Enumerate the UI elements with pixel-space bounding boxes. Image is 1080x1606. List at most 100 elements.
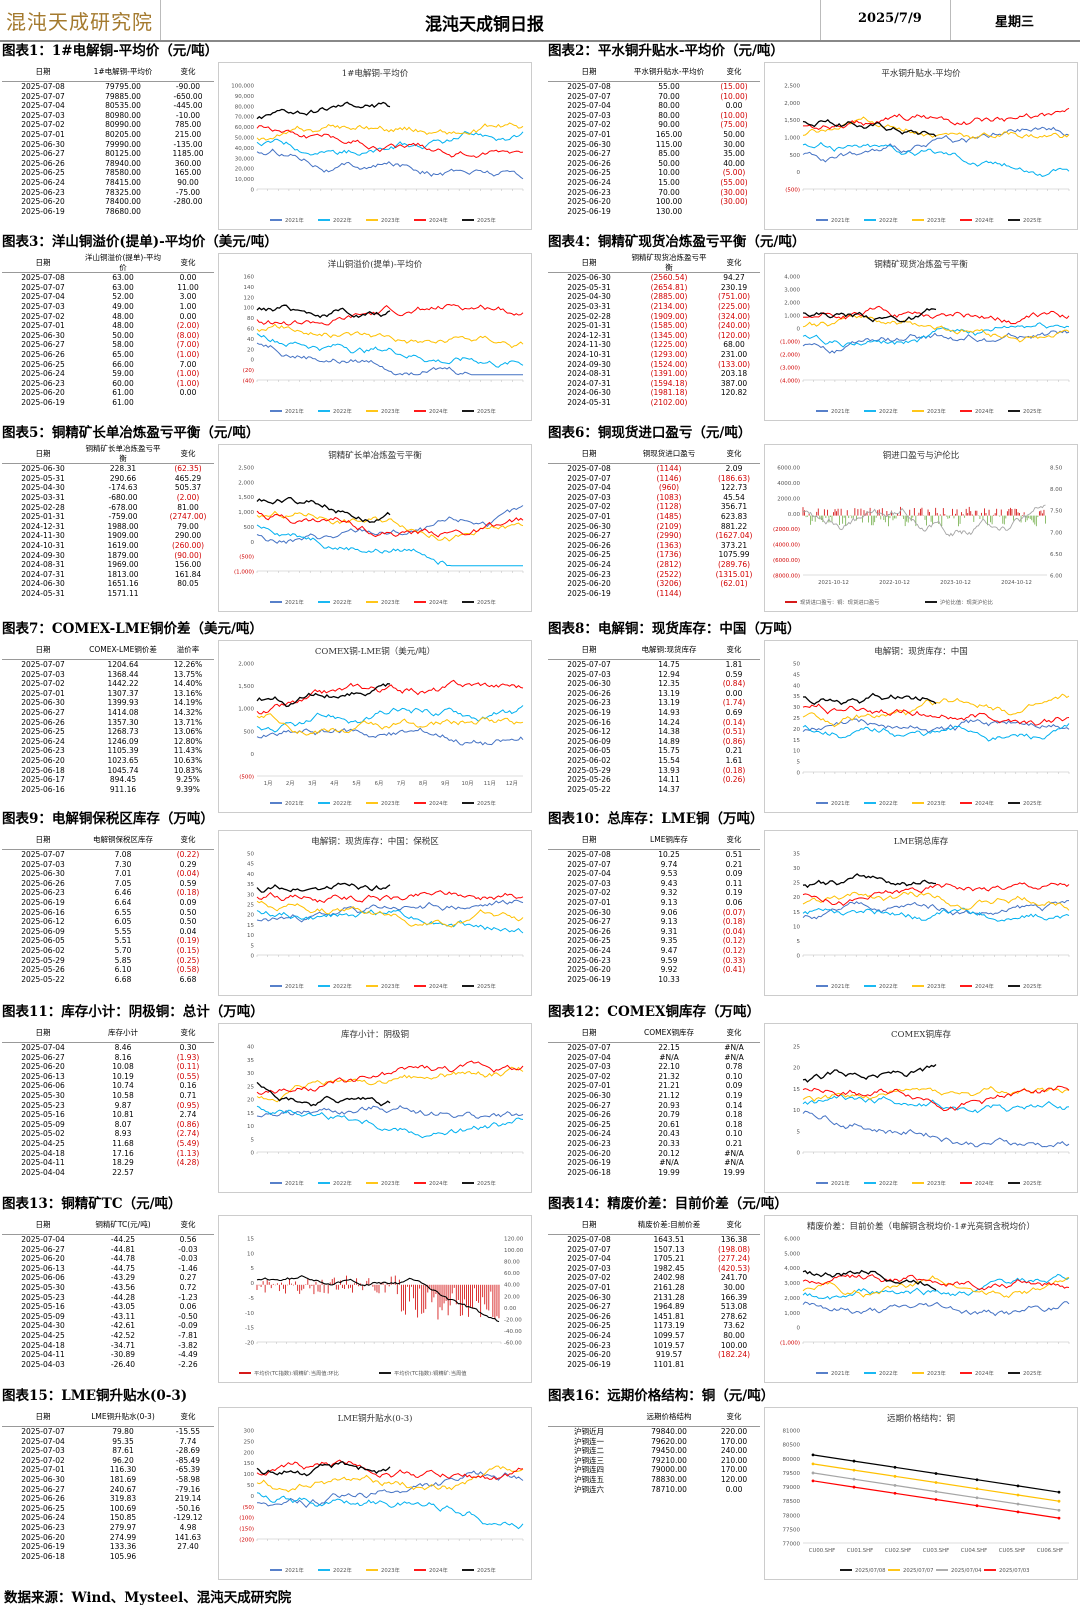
table-cell: 1105.39 <box>107 746 139 756</box>
table-cell: 2025-07-03 <box>21 669 65 679</box>
table-cell: -26.40 <box>110 1359 136 1369</box>
table-row: 2024-12-31 1988.00 79.00 <box>2 522 214 532</box>
table-cell: 2025-06-27 <box>567 1302 611 1312</box>
table-cell: 2025-05-02 <box>21 1129 65 1139</box>
legend-label: 2021年 <box>831 799 850 807</box>
table-cell: 130.00 <box>655 206 683 216</box>
table-row: 2025-06-23 20.33 0.21 <box>548 1139 760 1149</box>
y-tick-label: 78000 <box>783 1513 801 1519</box>
series-line-2022 <box>802 322 1070 348</box>
table-cell: 2025-07-03 <box>567 110 611 120</box>
table-cell: 14.32% <box>173 707 203 717</box>
table-row: 2025-07-07 9.74 0.21 <box>548 860 760 870</box>
legend-label: 2023年 <box>381 982 400 990</box>
table-row: 2025-05-02 8.93 (2.74) <box>2 1129 214 1139</box>
table-cell: 20.43 <box>658 1129 680 1139</box>
table-cell: 2025-04-30 <box>567 292 611 302</box>
y-tick-label: 6000.00 <box>777 466 800 472</box>
x-tick-label: CU02.SHF <box>885 1548 911 1554</box>
header-divider <box>160 0 161 40</box>
table-cell: 20.33 <box>658 1138 680 1148</box>
table-cell: 3.00 <box>179 292 197 302</box>
legend-label: 2022年 <box>879 407 898 415</box>
table-cell: 0.10 <box>725 1071 743 1081</box>
table-cell: 2025-06-05 <box>21 936 65 946</box>
series-line-2022 <box>256 1105 524 1139</box>
table-cell: (120.00) <box>717 330 751 340</box>
table-row: 2025-07-08 79795.00 -90.00 <box>2 82 214 92</box>
table-cell: 8.46 <box>114 1043 132 1052</box>
column-header: 远期价格结构 <box>630 1407 708 1427</box>
table-row: 2025-07-01 9.13 0.06 <box>548 898 760 908</box>
table-cell: 2025-07-07 <box>567 91 611 101</box>
table-cell: 10.83% <box>173 765 203 775</box>
table-cell: -28.69 <box>175 1446 201 1456</box>
table-row: 2025-06-19 (1144) <box>548 589 760 599</box>
table-row: 2025-06-26 7.05 0.59 <box>2 879 214 889</box>
table-row: 2025-07-03 87.61 -28.69 <box>2 1446 214 1456</box>
table-cell: 9.59 <box>660 955 678 965</box>
table-cell: 0.09 <box>725 1081 743 1091</box>
table-cell: 6.55 <box>114 907 132 917</box>
table-row: 2025-06-30 21.12 0.19 <box>548 1091 760 1101</box>
y-tick-label: 20 <box>793 1066 800 1072</box>
table-cell: -7.81 <box>178 1330 198 1340</box>
table-cell: -129.12 <box>173 1513 203 1523</box>
table-cell: 9.74 <box>660 859 678 869</box>
table-cell: -42.61 <box>110 1321 136 1331</box>
column-header: 平水铜升贴水-平均价 <box>630 62 708 82</box>
y-tick-label: 10 <box>793 924 800 930</box>
table-cell: 2025-06-30 <box>567 1090 611 1100</box>
table-cell: (62.35) <box>174 464 202 474</box>
table-cell: 2024-11-30 <box>21 531 65 541</box>
table-cell: 2025-06-25 <box>567 936 611 946</box>
y-tick-label: (200) <box>239 1538 254 1544</box>
series-line-2024 <box>256 679 524 715</box>
table-cell: 1268.73 <box>107 727 139 737</box>
y-tick-label: 35 <box>247 882 254 888</box>
legend-label: 2023年 <box>381 407 400 415</box>
table-cell: 80125.00 <box>105 149 141 159</box>
table-cell: 78415.00 <box>105 177 141 187</box>
table-cell: 2025-06-26 <box>567 540 611 550</box>
legend-label: 2023年 <box>927 407 946 415</box>
table-cell: (225.00) <box>717 301 751 311</box>
y-tick-label: 1,000 <box>784 314 800 320</box>
table-cell: 278.62 <box>720 1311 748 1321</box>
table-cell: 0.21 <box>725 859 743 869</box>
series-line-2023 <box>256 713 524 736</box>
chart-title: 库存小计：阴极铜 <box>341 1029 409 1040</box>
data-table: 日期 LME铜升贴水(0-3) 变化 2025-07-07 79.80 -15.55 202… <box>2 1407 214 1561</box>
table-cell: 0.10 <box>725 1129 743 1139</box>
table-cell: (1293.00) <box>650 349 688 359</box>
table-row: 2025-04-11 -30.89 -4.49 <box>2 1350 214 1360</box>
table-cell: 6.68 <box>114 974 132 984</box>
forward-curve-point <box>1016 1502 1020 1506</box>
table-cell: 1879.00 <box>107 550 139 560</box>
table-cell: (1315.01) <box>715 569 753 579</box>
table-cell: (0.33) <box>722 955 746 965</box>
table-cell: 2025-07-01 <box>567 129 611 139</box>
table-cell: 1982.45 <box>653 1263 685 1273</box>
table-cell: 2.09 <box>725 464 743 473</box>
y-tick-label: 40,000 <box>235 146 255 152</box>
table-row: 2025-06-25 10.00 (5.00) <box>548 168 760 178</box>
table-cell: 2025-05-29 <box>567 765 611 775</box>
chart-panel-p4: 图表4：铜精矿现货冶炼盈亏平衡（元/吨） 日期 铜精矿现货冶炼盈亏平衡 变化 2025-… <box>548 233 1078 423</box>
table-cell: 2024-05-31 <box>567 397 611 407</box>
panel-title: 图表14：精废价差：目前价差（元/吨） <box>548 1196 788 1212</box>
table-cell: 203.18 <box>720 369 748 379</box>
table-cell: 0.50 <box>179 907 197 917</box>
y-tick-label: 77500 <box>783 1527 801 1533</box>
table-cell: 2025-06-19 <box>21 397 65 407</box>
chart-svg: 远期价格结构：铜 81000 80500 80000 79500 79000 78500 78… <box>783 1413 1069 1574</box>
table-row: 2025-07-04 80.00 0.00 <box>548 101 760 111</box>
y-tick-label: 45 <box>793 672 800 678</box>
table-cell: 50.00 <box>112 330 134 340</box>
legend-label: 2021年 <box>285 799 304 807</box>
table-cell: 0.21 <box>725 1138 743 1148</box>
table-cell: (0.95) <box>176 1100 200 1110</box>
table-cell <box>162 207 214 217</box>
y-tick-label: 25 <box>793 1045 800 1051</box>
y-tick-label: 0 <box>251 188 255 194</box>
